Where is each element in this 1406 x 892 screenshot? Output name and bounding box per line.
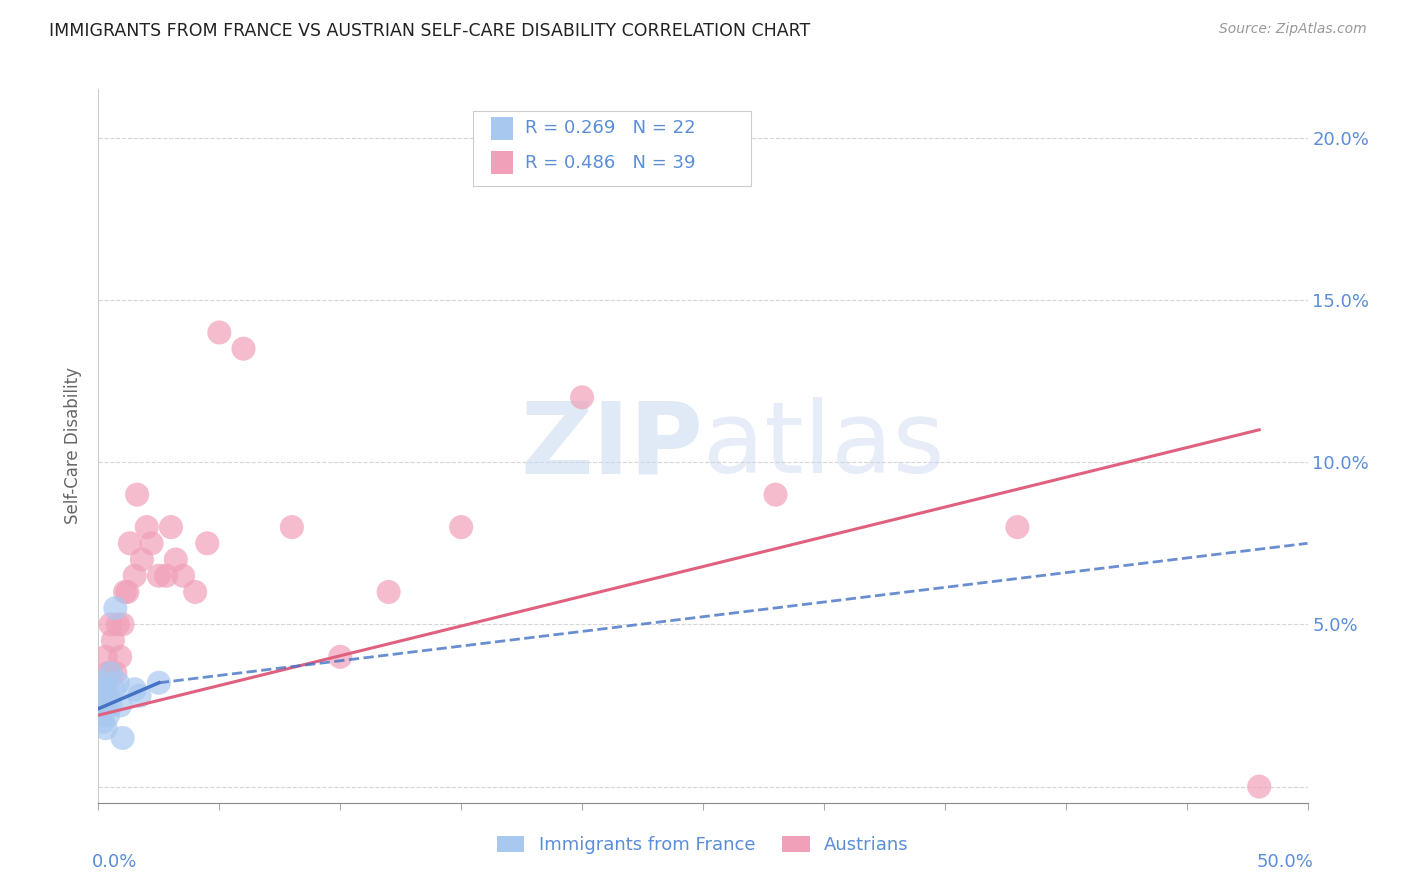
Point bbox=[91, 714, 114, 729]
Point bbox=[111, 617, 134, 632]
Point bbox=[141, 536, 163, 550]
Point bbox=[94, 689, 117, 703]
Point bbox=[232, 342, 254, 356]
Point bbox=[114, 585, 136, 599]
Point bbox=[1007, 520, 1029, 534]
Point bbox=[90, 689, 112, 703]
Text: R = 0.486   N = 39: R = 0.486 N = 39 bbox=[526, 153, 696, 171]
Point bbox=[208, 326, 231, 340]
Point bbox=[118, 536, 141, 550]
Point bbox=[172, 568, 194, 582]
Point bbox=[90, 682, 112, 697]
Point bbox=[281, 520, 304, 534]
Text: ZIP: ZIP bbox=[520, 398, 703, 494]
Point bbox=[90, 698, 112, 713]
Point bbox=[148, 568, 170, 582]
Point bbox=[91, 682, 114, 697]
Text: 0.0%: 0.0% bbox=[93, 853, 138, 871]
Text: 50.0%: 50.0% bbox=[1257, 853, 1313, 871]
Y-axis label: Self-Care Disability: Self-Care Disability bbox=[65, 368, 83, 524]
Point bbox=[100, 666, 122, 681]
Text: IMMIGRANTS FROM FRANCE VS AUSTRIAN SELF-CARE DISABILITY CORRELATION CHART: IMMIGRANTS FROM FRANCE VS AUSTRIAN SELF-… bbox=[49, 22, 810, 40]
FancyBboxPatch shape bbox=[474, 111, 751, 186]
Point bbox=[94, 721, 117, 735]
Point bbox=[101, 633, 124, 648]
Point bbox=[97, 689, 120, 703]
Point bbox=[184, 585, 207, 599]
Point bbox=[127, 488, 149, 502]
Point bbox=[91, 675, 114, 690]
Point bbox=[104, 666, 127, 681]
Point bbox=[1249, 780, 1271, 794]
Point bbox=[111, 731, 134, 745]
Point bbox=[165, 552, 187, 566]
Point bbox=[155, 568, 177, 582]
Bar bbox=[492, 117, 513, 140]
Point bbox=[91, 682, 114, 697]
Point bbox=[135, 520, 157, 534]
Point bbox=[131, 552, 153, 566]
Point bbox=[148, 675, 170, 690]
Point bbox=[128, 689, 150, 703]
Text: R = 0.269   N = 22: R = 0.269 N = 22 bbox=[526, 120, 696, 137]
Point bbox=[90, 698, 112, 713]
Legend: Immigrants from France, Austrians: Immigrants from France, Austrians bbox=[491, 829, 915, 862]
Bar bbox=[492, 152, 513, 174]
Point bbox=[160, 520, 183, 534]
Text: atlas: atlas bbox=[703, 398, 945, 494]
Point bbox=[124, 568, 146, 582]
Point bbox=[100, 698, 122, 713]
Point bbox=[117, 585, 139, 599]
Point bbox=[100, 666, 122, 681]
Point bbox=[97, 666, 120, 681]
Point bbox=[107, 617, 129, 632]
Point bbox=[124, 682, 146, 697]
Point bbox=[100, 617, 122, 632]
Point bbox=[104, 601, 127, 615]
Point bbox=[108, 649, 131, 664]
Point bbox=[94, 649, 117, 664]
Point bbox=[108, 698, 131, 713]
Point bbox=[765, 488, 787, 502]
Point bbox=[94, 698, 117, 713]
Point bbox=[571, 390, 593, 404]
Point bbox=[195, 536, 218, 550]
Point bbox=[91, 698, 114, 713]
Point bbox=[94, 682, 117, 697]
Point bbox=[107, 675, 129, 690]
Point bbox=[97, 708, 120, 723]
Point bbox=[329, 649, 352, 664]
Point bbox=[90, 708, 112, 723]
Point bbox=[91, 698, 114, 713]
Point bbox=[377, 585, 399, 599]
Point bbox=[101, 682, 124, 697]
Text: Source: ZipAtlas.com: Source: ZipAtlas.com bbox=[1219, 22, 1367, 37]
Point bbox=[450, 520, 472, 534]
